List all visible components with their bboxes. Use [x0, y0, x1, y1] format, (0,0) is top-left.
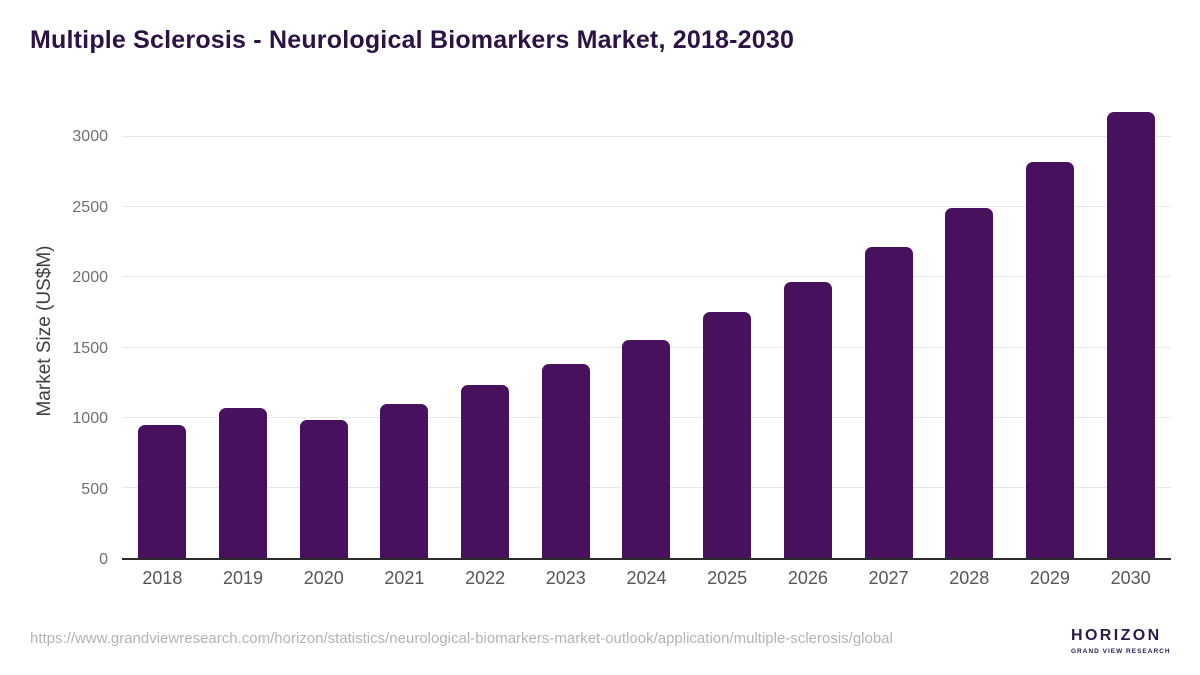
- bar-2024: [622, 339, 671, 558]
- bar-2023: [541, 363, 590, 558]
- x-tick-label: 2025: [707, 568, 748, 588]
- gridline: [122, 206, 1171, 208]
- y-axis-tick-labels: 0 500 1000 1500 2000 2500 3000: [0, 102, 108, 568]
- x-tick-label: 2029: [1029, 568, 1070, 588]
- x-tick-label: 2028: [949, 568, 990, 588]
- bar-2019: [219, 407, 268, 558]
- x-tick-label: 2018: [142, 568, 183, 588]
- x-tick-label: 2022: [465, 568, 506, 588]
- bar-series: [122, 102, 1171, 558]
- y-tick-label: 3000: [72, 128, 108, 146]
- y-tick-label: 2500: [72, 198, 108, 216]
- bar-2028: [945, 207, 994, 558]
- bar-slot: [525, 102, 606, 558]
- gridline: [122, 276, 1171, 278]
- bar-2029: [1025, 162, 1074, 558]
- logo-text: HORIZON GRAND VIEW RESEARCH: [1071, 627, 1171, 655]
- bar-2025: [703, 312, 752, 558]
- bar-slot: [1090, 102, 1171, 558]
- x-tick-label: 2019: [223, 568, 264, 588]
- x-tick-label: 2026: [787, 568, 828, 588]
- bar-slot: [1010, 102, 1091, 558]
- plot-area: [122, 102, 1171, 560]
- bar-2026: [783, 281, 832, 558]
- bar-2022: [461, 385, 510, 558]
- x-tick-label: 2030: [1110, 568, 1151, 588]
- y-tick-label: 2000: [72, 269, 108, 287]
- bar-slot: [929, 102, 1010, 558]
- x-tick-label: 2027: [868, 568, 909, 588]
- x-tick-label: 2024: [626, 568, 667, 588]
- chart-title: Multiple Sclerosis - Neurological Biomar…: [30, 26, 795, 54]
- bar-slot: [122, 102, 203, 558]
- logo-brand: HORIZON: [1071, 626, 1162, 644]
- bar-2018: [138, 424, 187, 558]
- ripple-shape: [1035, 648, 1044, 651]
- sun-shape: [1029, 630, 1050, 640]
- source-url: https://www.grandviewresearch.com/horizo…: [30, 630, 893, 647]
- bar-slot: [606, 102, 687, 558]
- bar-slot: [283, 102, 364, 558]
- bar-slot: [848, 102, 929, 558]
- bar-2020: [299, 419, 348, 558]
- bar-2021: [380, 403, 429, 558]
- horizon-sun-icon: [1018, 619, 1061, 662]
- gridline: [122, 136, 1171, 138]
- y-tick-label: 0: [99, 551, 108, 568]
- bar-slot: [203, 102, 284, 558]
- bar-slot: [364, 102, 445, 558]
- x-tick-label: 2020: [303, 568, 344, 588]
- y-tick-label: 1000: [72, 410, 108, 428]
- horizon-logo: HORIZON GRAND VIEW RESEARCH: [1018, 619, 1171, 662]
- logo-subtitle: GRAND VIEW RESEARCH: [1071, 647, 1171, 655]
- bar-slot: [687, 102, 768, 558]
- x-tick-label: 2021: [384, 568, 425, 588]
- bar-slot: [445, 102, 526, 558]
- y-tick-label: 1500: [72, 339, 108, 357]
- y-tick-label: 500: [81, 480, 108, 498]
- bar-2030: [1106, 111, 1155, 558]
- bar-slot: [768, 102, 849, 558]
- x-tick-label: 2023: [545, 568, 586, 588]
- x-axis-tick-labels: 2018 2019 2020 2021 2022 2023 2024 2025 2026 2027…: [122, 568, 1171, 589]
- ripple-shape: [1032, 643, 1047, 646]
- bar-2027: [864, 247, 913, 558]
